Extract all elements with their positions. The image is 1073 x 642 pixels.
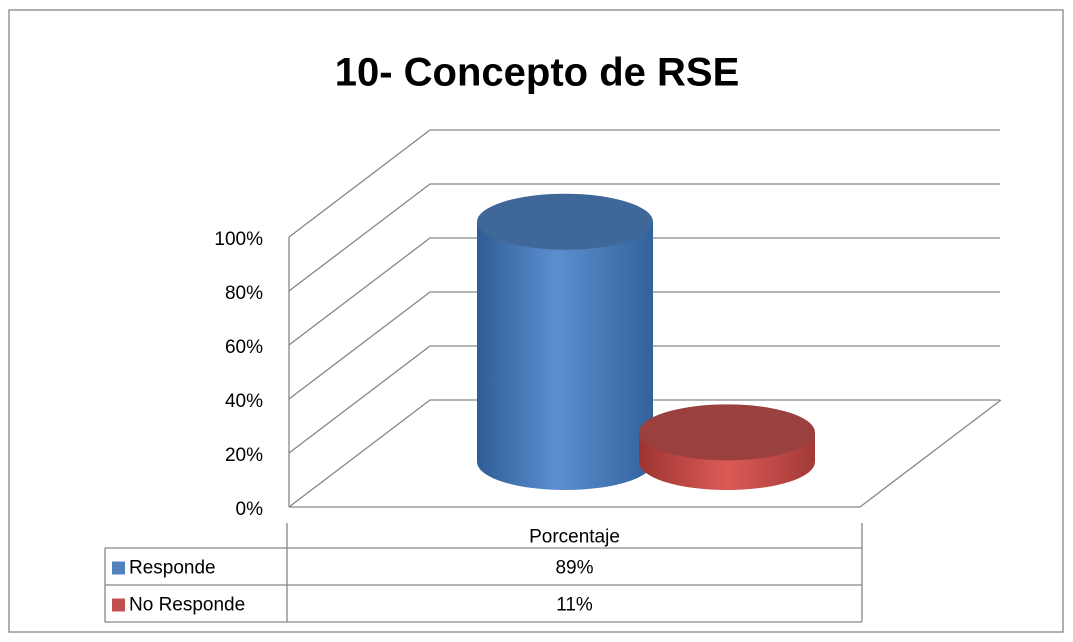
legend-label: No Responde xyxy=(129,595,245,616)
table-grid xyxy=(104,523,863,623)
legend-label: Responde xyxy=(129,558,216,579)
bar-top xyxy=(477,193,653,250)
data-label: 11% xyxy=(556,595,593,616)
floor xyxy=(289,399,1002,508)
legend-swatch xyxy=(112,598,125,612)
bar xyxy=(477,193,653,491)
grid-line xyxy=(288,399,1000,508)
x-tick-label: Porcentaje xyxy=(529,527,620,548)
y-tick-label: 100% xyxy=(214,229,263,250)
grid-line xyxy=(288,345,1000,454)
grid-line xyxy=(288,237,1000,346)
y-tick-label: 0% xyxy=(236,499,264,520)
legend-swatch xyxy=(112,561,125,575)
chart-title: 10- Concepto de RSE xyxy=(335,51,740,95)
bar-body xyxy=(477,221,653,491)
y-tick-label: 20% xyxy=(225,445,263,466)
grid-line xyxy=(288,183,1000,292)
grid-line xyxy=(288,291,1000,400)
bar xyxy=(639,404,815,491)
y-tick-label: 80% xyxy=(225,283,263,304)
data-label: 89% xyxy=(555,558,593,579)
y-tick-label: 40% xyxy=(225,391,263,412)
bar-top xyxy=(639,404,815,461)
grid-line xyxy=(288,129,1000,238)
y-tick-label: 60% xyxy=(225,337,263,358)
